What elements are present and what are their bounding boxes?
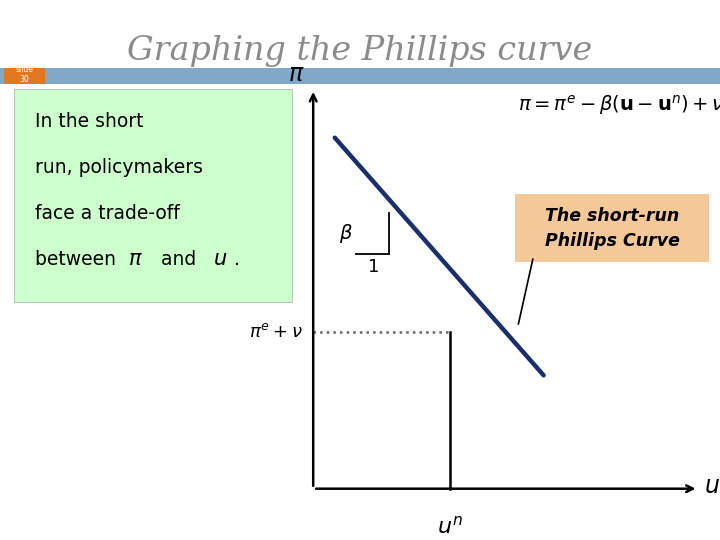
Text: between: between bbox=[35, 249, 122, 269]
Text: .: . bbox=[234, 249, 240, 269]
FancyBboxPatch shape bbox=[4, 68, 45, 84]
Text: $1$: $1$ bbox=[366, 258, 379, 276]
Text: $u^n$: $u^n$ bbox=[437, 516, 463, 538]
Text: $u$: $u$ bbox=[704, 474, 720, 498]
FancyBboxPatch shape bbox=[14, 89, 292, 302]
Text: $\pi$: $\pi$ bbox=[128, 249, 143, 269]
Text: $u$: $u$ bbox=[213, 249, 228, 269]
Text: $\pi = \pi^e - \beta(\mathbf{u} - \mathbf{u}^n) + \nu$: $\pi = \pi^e - \beta(\mathbf{u} - \mathb… bbox=[518, 93, 720, 117]
Text: $\pi$: $\pi$ bbox=[288, 63, 305, 86]
Text: $\pi^e + \nu$: $\pi^e + \nu$ bbox=[249, 323, 302, 341]
Text: and: and bbox=[155, 249, 202, 269]
FancyBboxPatch shape bbox=[515, 194, 709, 262]
Text: run, policymakers: run, policymakers bbox=[35, 158, 202, 177]
Text: Graphing the Phillips curve: Graphing the Phillips curve bbox=[127, 35, 593, 67]
Text: The short-run
Phillips Curve: The short-run Phillips Curve bbox=[544, 207, 680, 249]
Text: In the short: In the short bbox=[35, 112, 143, 131]
FancyBboxPatch shape bbox=[0, 68, 720, 84]
Text: face a trade-off: face a trade-off bbox=[35, 204, 179, 223]
Text: slide
30: slide 30 bbox=[16, 65, 34, 84]
Text: $\beta$: $\beta$ bbox=[339, 222, 353, 245]
